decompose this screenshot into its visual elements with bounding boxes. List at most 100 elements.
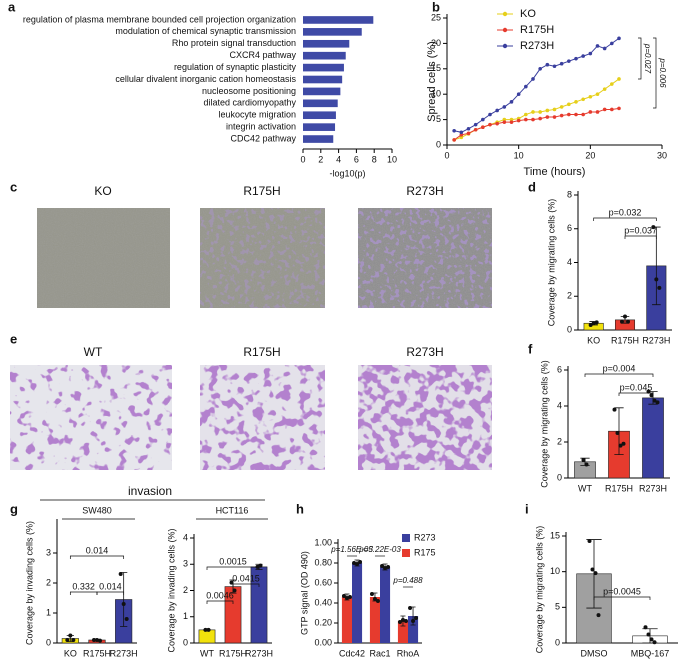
series-point: [610, 41, 614, 46]
data-point: [358, 560, 363, 564]
data-point: [643, 625, 648, 630]
series-point: [524, 112, 528, 117]
bar: [341, 597, 352, 643]
series-point: [452, 128, 456, 133]
y-axis-label: Coverage by invading cells (%): [166, 528, 176, 652]
significance-bracket: [593, 596, 651, 600]
series-point: [538, 110, 542, 114]
y-axis-label: Coverage by migrating cells (%): [546, 199, 556, 327]
significance-bracket: [653, 37, 657, 109]
significance-label: p=0.037: [624, 225, 657, 235]
significance-bracket: [96, 591, 125, 595]
significance-label: 0.0046: [206, 590, 234, 600]
series-point: [574, 112, 578, 117]
subtitle: HCT116: [216, 505, 249, 515]
data-point: [612, 407, 617, 412]
y-axis-label: Coverage by migrating cells (%): [539, 360, 549, 488]
image-label: WT: [84, 345, 103, 359]
significance-label: p=0.032: [609, 207, 642, 217]
legend-swatch: [402, 549, 410, 557]
data-point: [596, 613, 601, 618]
y-tick-label: 0.20: [314, 617, 332, 627]
y-tick-label: 5: [436, 114, 441, 124]
series-point: [617, 36, 621, 41]
series-point: [502, 120, 507, 124]
bar: [303, 75, 343, 84]
data-point: [403, 619, 408, 623]
series-point: [567, 59, 571, 63]
panel-letter: a: [8, 0, 16, 14]
header: invasion: [128, 484, 172, 498]
series-point: [552, 115, 557, 119]
category-label: Cdc42: [339, 648, 365, 658]
category-label: RhoA: [397, 648, 420, 658]
data-point: [593, 571, 598, 576]
series-point: [473, 122, 478, 127]
image-label: R175H: [243, 345, 280, 359]
data-point: [386, 565, 391, 569]
category-label: cellular divalent inorganic cation homeo…: [115, 74, 296, 84]
y-tick-label: 3: [46, 547, 51, 557]
series-point: [617, 77, 621, 81]
category-label: KO: [64, 648, 77, 658]
series-point: [531, 110, 535, 114]
y-tick-label: 0: [557, 472, 562, 482]
data-point: [121, 602, 126, 606]
significance-label: 0.014: [99, 581, 122, 591]
data-point: [655, 400, 660, 405]
y-axis-label: Coverage by migrating cells (%): [534, 526, 544, 654]
y-tick-label: 10: [550, 566, 560, 576]
series-point: [452, 138, 456, 142]
x-tick-label: 30: [657, 150, 667, 160]
series-point: [531, 117, 535, 122]
bar: [303, 39, 350, 48]
y-tick-label: 0.80: [314, 557, 332, 567]
data-point: [594, 320, 599, 325]
data-point: [355, 562, 360, 566]
data-point: [657, 285, 662, 290]
series-point: [509, 117, 514, 122]
y-tick-label: 25: [431, 12, 441, 22]
series-point: [610, 82, 614, 86]
data-point: [584, 462, 589, 467]
series-point: [509, 100, 514, 104]
category-label: KO: [587, 335, 600, 345]
data-point: [590, 567, 595, 572]
data-point: [618, 443, 623, 448]
series-point: [502, 105, 507, 109]
bar: [303, 63, 344, 72]
micrograph: [358, 365, 492, 470]
category-label: modulation of chemical synaptic transmis…: [115, 26, 296, 36]
x-tick-label: 4: [336, 154, 341, 164]
bar: [303, 28, 362, 36]
series-point: [481, 117, 485, 122]
significance-bracket: [618, 392, 654, 396]
y-tick-label: 5: [555, 602, 560, 612]
data-point: [229, 580, 234, 585]
series-line: [453, 107, 620, 141]
panel-letter: c: [10, 179, 17, 194]
data-point: [65, 638, 70, 642]
significance-bracket: [624, 235, 657, 239]
y-tick-label: 0.40: [314, 597, 332, 607]
y-axis-label: Spread cells (%): [426, 41, 438, 122]
data-point: [369, 592, 374, 596]
series-point: [538, 116, 542, 121]
y-tick-label: 0.60: [314, 577, 332, 587]
x-axis-label: Time (hours): [524, 166, 586, 178]
series-point: [559, 105, 564, 109]
data-point: [652, 640, 657, 645]
y-tick-label: 2: [46, 577, 51, 587]
data-point: [591, 321, 596, 326]
legend-marker: [502, 27, 508, 33]
series-point: [524, 84, 528, 89]
significance-label: p=0.0045: [603, 586, 641, 596]
y-tick-label: 4: [183, 532, 188, 542]
significance-label: p=5.22E-03: [358, 545, 401, 554]
micrograph: [200, 208, 325, 308]
data-point: [620, 319, 624, 324]
bar: [408, 616, 419, 643]
bar: [303, 135, 334, 143]
significance-label: p=1.56E-03: [330, 545, 373, 554]
